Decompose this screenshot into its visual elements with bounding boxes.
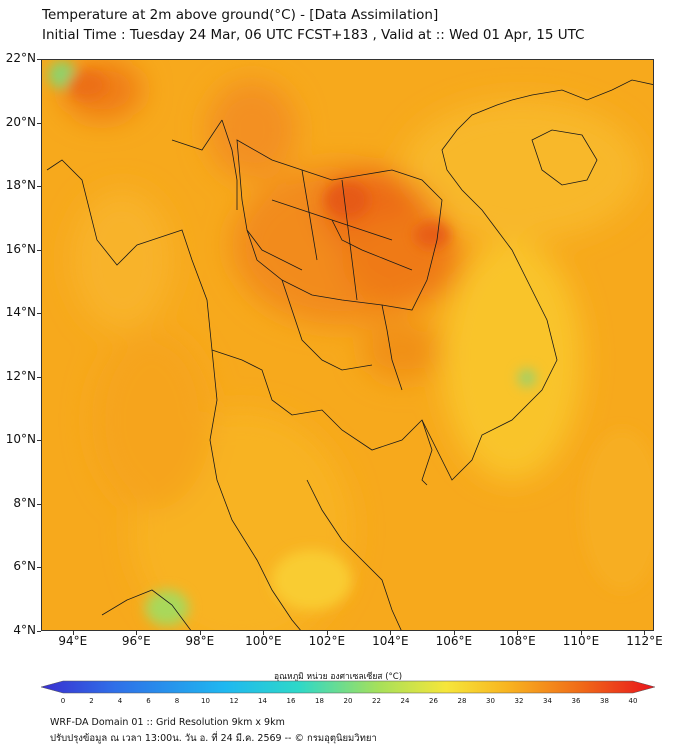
latitude-tick xyxy=(37,376,41,378)
colorbar-tick-label: 30 xyxy=(486,697,495,705)
colorbar-tick-label: 26 xyxy=(429,697,438,705)
colorbar-tick-label: 16 xyxy=(286,697,296,705)
longitude-tick xyxy=(263,631,265,635)
longitude-label: 94°E xyxy=(58,634,88,648)
longitude-tick xyxy=(453,631,455,635)
longitude-label: 110°E xyxy=(562,634,600,648)
map-title: Temperature at 2m above ground(°C) - [Da… xyxy=(42,7,439,23)
colorbar-tick-label: 8 xyxy=(174,697,180,705)
latitude-tick xyxy=(37,313,41,315)
longitude-tick xyxy=(72,631,74,635)
latitude-label: 12°N xyxy=(5,368,36,383)
latitude-tick xyxy=(37,440,41,442)
map-subtitle: Initial Time : Tuesday 24 Mar, 06 UTC FC… xyxy=(42,27,585,43)
colorbar-gradient xyxy=(40,680,656,694)
longitude-tick xyxy=(136,631,138,635)
latitude-label: 16°N xyxy=(5,241,36,256)
colorbar-tick-label: 14 xyxy=(258,697,267,705)
colorbar-tick-label: 12 xyxy=(229,697,239,705)
colorbar-tick-label: 10 xyxy=(201,697,210,705)
colorbar-tick-label: 40 xyxy=(628,697,638,705)
latitude-tick xyxy=(37,503,41,505)
temperature-map xyxy=(41,59,654,631)
latitude-tick xyxy=(37,186,41,188)
latitude-label: 18°N xyxy=(5,178,36,193)
footer-update-info: ปรับปรุงข้อมูล ณ เวลา 13:00น. วัน อ. ที่… xyxy=(50,733,377,744)
longitude-label: 102°E xyxy=(308,634,346,648)
footer-domain-info: WRF-DA Domain 01 :: Grid Resolution 9km … xyxy=(50,717,285,728)
latitude-tick xyxy=(37,122,41,124)
longitude-tick xyxy=(326,631,328,635)
longitude-label: 104°E xyxy=(372,634,409,648)
colorbar-tick-label: 36 xyxy=(571,697,581,705)
latitude-label: 8°N xyxy=(13,495,36,510)
longitude-label: 98°E xyxy=(185,634,215,648)
latitude-label: 14°N xyxy=(5,305,36,320)
longitude-tick xyxy=(199,631,201,635)
latitude-tick xyxy=(37,59,41,60)
colorbar-tick-label: 0 xyxy=(60,697,66,705)
longitude-label: 96°E xyxy=(121,634,151,648)
colorbar-tick-label: 22 xyxy=(372,697,381,705)
temperature-field-details xyxy=(48,61,653,626)
latitude-tick xyxy=(37,631,41,632)
colorbar-tick-label: 28 xyxy=(457,697,467,705)
colorbar-label: อุณหภูมิ หน่วย องศาเซลเซียส (°C) xyxy=(273,672,403,682)
latitude-tick xyxy=(37,249,41,251)
longitude-label: 108°E xyxy=(499,634,536,648)
latitude-label: 10°N xyxy=(5,432,36,447)
colorbar-tick-label: 32 xyxy=(514,697,524,705)
longitude-tick xyxy=(644,631,646,635)
colorbar-tick-label: 6 xyxy=(146,697,151,705)
longitude-label: 112°E xyxy=(626,634,663,648)
colorbar xyxy=(40,679,656,694)
colorbar-tick-label: 4 xyxy=(117,697,123,705)
longitude-label: 106°E xyxy=(435,634,473,648)
colorbar-tick-label: 18 xyxy=(315,697,324,705)
latitude-label: 6°N xyxy=(13,559,36,574)
longitude-tick xyxy=(517,631,519,635)
colorbar-tick-label: 2 xyxy=(89,697,94,705)
colorbar-tick-label: 20 xyxy=(343,697,353,705)
coastlines-and-borders xyxy=(46,79,653,630)
longitude-tick xyxy=(390,631,392,635)
colorbar-tick-label: 24 xyxy=(400,697,410,705)
latitude-label: 4°N xyxy=(13,623,36,637)
colorbar-tick-label: 34 xyxy=(543,697,552,705)
latitude-label: 20°N xyxy=(5,114,36,129)
latitude-label: 22°N xyxy=(5,51,36,65)
colorbar-tick-label: 38 xyxy=(600,697,609,705)
longitude-label: 100°E xyxy=(245,634,282,648)
longitude-tick xyxy=(580,631,582,635)
latitude-tick xyxy=(37,567,41,569)
